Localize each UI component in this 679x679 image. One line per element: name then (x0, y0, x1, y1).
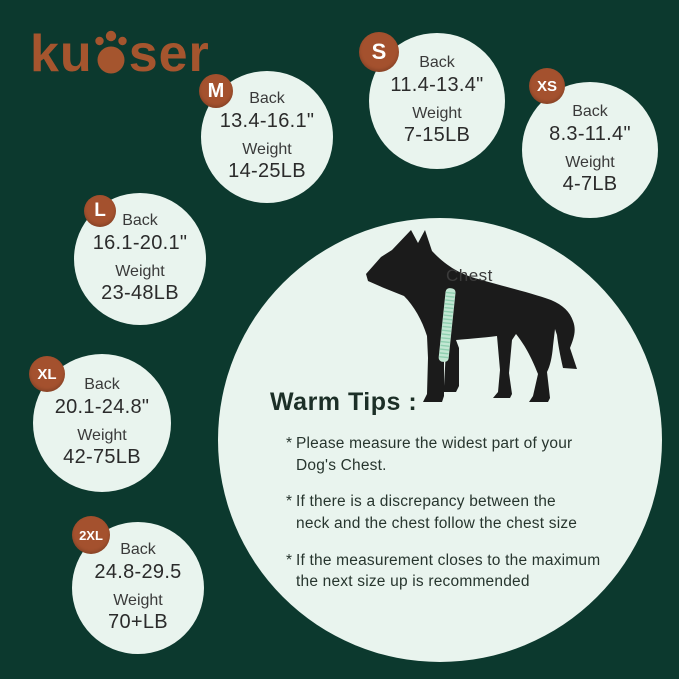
tip-marker: * (286, 493, 293, 511)
weight-range: 42-75LB (63, 445, 141, 468)
logo-text-prefix: ku (30, 25, 93, 83)
weight-label: Weight (242, 140, 292, 158)
badge-letter: M (207, 79, 225, 102)
back-label: Back (419, 54, 455, 72)
back-label: Back (572, 103, 608, 121)
size-badge-m: M (199, 74, 233, 108)
back-range: 16.1-20.1" (92, 231, 188, 254)
warm-tips-section: Warm Tips : * Please measure the widest … (270, 388, 600, 608)
back-range: 8.3-11.4" (549, 122, 631, 145)
size-badge-l: L (84, 195, 116, 227)
tip-line: If there is a discrepancy between the (296, 493, 556, 511)
badge-letter: S (371, 39, 387, 64)
paw-icon (94, 30, 127, 74)
back-label: Back (249, 90, 285, 108)
badge-letter: L (94, 200, 106, 221)
tip-line: the next size up is recommended (296, 573, 530, 591)
back-range: 11.4-13.4" (390, 73, 484, 96)
tip-item: * If there is a discrepancy between the … (286, 491, 600, 534)
tip-item: * If the measurement closes to the maxim… (286, 550, 600, 593)
chest-label: Chest (446, 266, 493, 285)
badge-letter: XL (37, 365, 57, 383)
tip-marker: * (286, 551, 293, 569)
warm-tips-heading: Warm Tips : (270, 388, 418, 416)
weight-label: Weight (565, 153, 615, 171)
tip-item: * Please measure the widest part of your… (286, 433, 600, 476)
badge-letter: XS (536, 77, 557, 95)
weight-label: Weight (115, 262, 165, 280)
back-range: 24.8-29.5 (94, 560, 182, 583)
logo-text-suffix: ser (128, 25, 210, 83)
size-badge-xl: XL (29, 356, 65, 392)
weight-label: Weight (412, 104, 462, 122)
weight-range: 4-7LB (562, 172, 618, 195)
back-label: Back (84, 376, 120, 394)
tip-line: If the measurement closes to the maximum (296, 551, 601, 569)
measuring-tape (438, 288, 456, 362)
back-range: 13.4-16.1" (219, 109, 315, 132)
tip-marker: * (286, 435, 293, 452)
weight-range: 70+LB (108, 610, 168, 633)
weight-label: Weight (113, 591, 163, 609)
measurement-diagram-circle: Chest Warm Tips : * Please measure the w… (218, 218, 662, 662)
weight-range: 14-25LB (228, 159, 306, 182)
tip-line: Dog's Chest. (296, 456, 387, 474)
brand-logo: ku ser (30, 22, 210, 82)
back-range: 20.1-24.8" (54, 395, 150, 418)
weight-range: 7-15LB (403, 123, 471, 146)
size-badge-s: S (359, 32, 399, 72)
weight-label: Weight (77, 426, 127, 444)
back-label: Back (122, 212, 158, 230)
back-label: Back (120, 541, 156, 559)
weight-range: 23-48LB (101, 281, 179, 304)
size-badge-2xl: 2XL (72, 516, 110, 554)
badge-letter: 2XL (79, 527, 103, 543)
tip-line: Please measure the widest part of your (296, 435, 573, 452)
dog-silhouette (366, 228, 578, 406)
tip-line: neck and the chest follow the chest size (296, 515, 578, 533)
size-circle-xs: Back 8.3-11.4" Weight 4-7LB (522, 82, 658, 218)
size-badge-xs: XS (529, 68, 565, 104)
